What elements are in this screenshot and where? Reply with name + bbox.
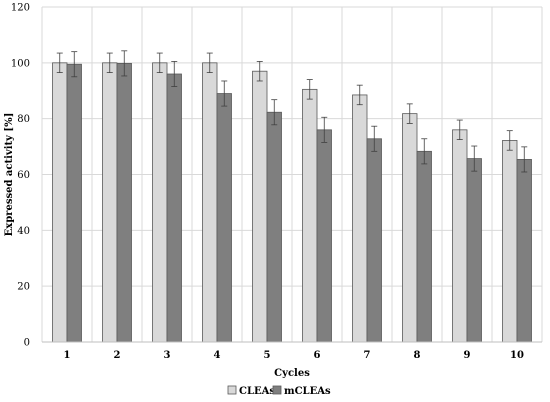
x-tick-label: 2: [114, 350, 121, 361]
x-tick-label: 7: [364, 350, 371, 361]
bar-cleas-cycle-7: [352, 94, 368, 343]
bar-mcleas-cycle-10: [516, 159, 532, 343]
x-tick-label: 6: [314, 350, 321, 361]
bar-mcleas-cycle-1: [66, 63, 82, 343]
bar-mcleas-cycle-2: [116, 62, 132, 343]
gridlines: [41, 6, 543, 342]
bar-cleas-cycle-8: [402, 113, 418, 343]
legend-label-cleas: CLEAs: [239, 386, 275, 397]
bar-mcleas-cycle-5: [266, 111, 282, 343]
x-axis-title: Cycles: [274, 368, 310, 379]
y-axis-title: Expressed activity [%]: [4, 113, 15, 237]
legend-swatch-cleas: [227, 385, 237, 395]
y-tick-label: 100: [11, 58, 30, 69]
error-bars: [56, 50, 528, 173]
bar-cleas-cycle-1: [52, 62, 68, 343]
y-tick-label: 20: [17, 282, 30, 293]
bar-mcleas-cycle-8: [416, 150, 432, 343]
legend: CLEAs mCLEAs: [227, 385, 331, 397]
bar-cleas-cycle-9: [452, 129, 468, 343]
bar-mcleas-cycle-4: [216, 93, 232, 343]
x-tick-label: 5: [264, 350, 271, 361]
bar-mcleas-cycle-6: [316, 129, 332, 343]
bar-cleas-cycle-10: [502, 140, 518, 343]
x-tick-label: 3: [164, 350, 171, 361]
y-tick-label: 120: [11, 3, 30, 14]
bar-mcleas-cycle-7: [366, 138, 382, 343]
bar-cleas-cycle-5: [252, 70, 268, 343]
y-tick-label: 60: [17, 170, 30, 181]
y-tick-label: 40: [17, 226, 30, 237]
bar-mcleas-cycle-9: [466, 158, 482, 343]
x-tick-label: 4: [214, 350, 221, 361]
y-tick-label: 0: [24, 338, 30, 349]
legend-label-mcleas: mCLEAs: [284, 386, 331, 397]
bar-cleas-cycle-3: [152, 62, 168, 343]
bar-cleas-cycle-2: [102, 62, 118, 343]
axes: 0 20 40 60 80 100 120 1 2 3 4 5 6 7 8 9 10: [11, 3, 542, 361]
x-tick-label: 9: [464, 350, 471, 361]
bar-cleas-cycle-6: [302, 88, 318, 343]
x-tick-label: 1: [64, 350, 71, 361]
legend-swatch-mcleas: [272, 385, 282, 395]
x-tick-label: 10: [510, 350, 524, 361]
bar-cleas-cycle-4: [202, 62, 218, 343]
bar-mcleas-cycle-3: [166, 73, 182, 343]
x-tick-label: 8: [414, 350, 421, 361]
y-tick-label: 80: [17, 114, 30, 125]
